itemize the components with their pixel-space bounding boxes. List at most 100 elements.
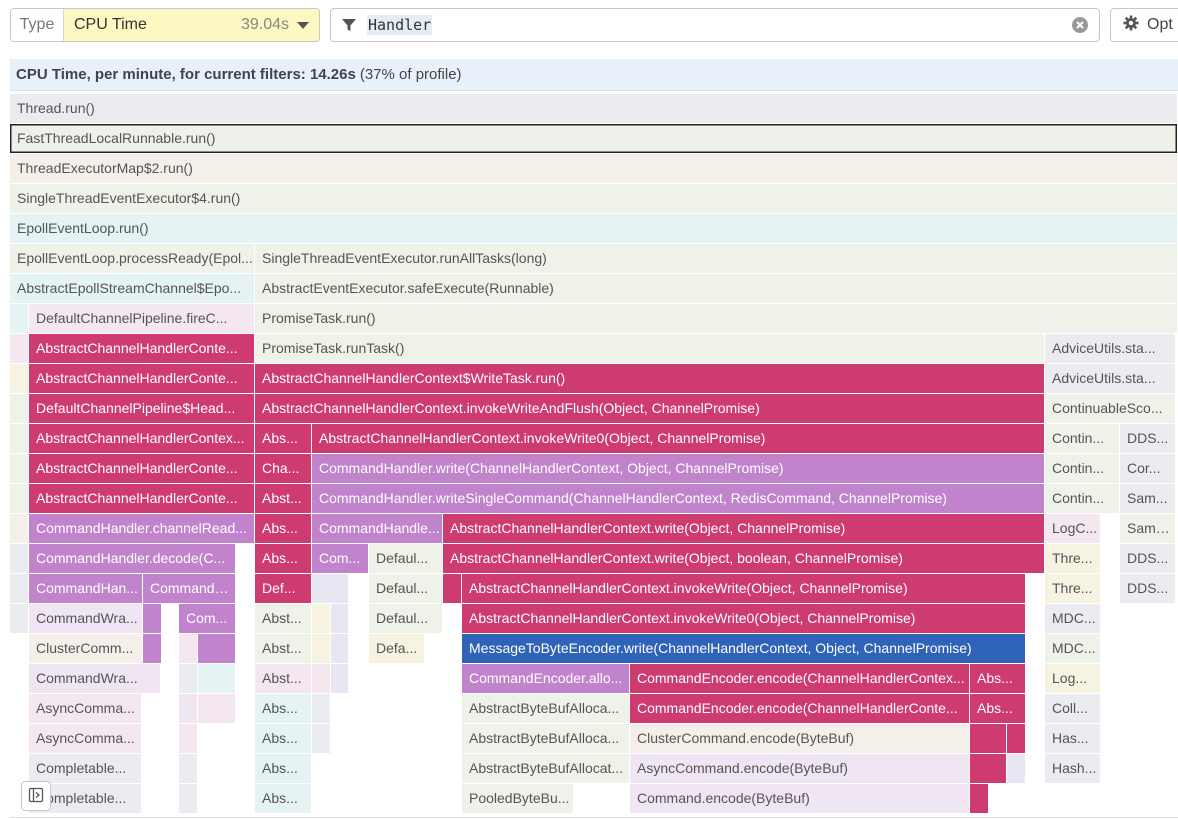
- flame-frame[interactable]: [312, 664, 331, 693]
- flame-frame[interactable]: [198, 664, 236, 693]
- flame-frame[interactable]: AbstractEpollStreamChannel$Epo...: [10, 274, 255, 303]
- type-dropdown[interactable]: CPU Time 39.04s: [64, 9, 319, 41]
- flame-frame[interactable]: EpollEventLoop.run(): [10, 214, 1178, 243]
- flame-frame[interactable]: CommandHandler.decode(C...: [29, 544, 236, 573]
- flame-frame[interactable]: [198, 634, 236, 663]
- clear-icon[interactable]: [1061, 16, 1099, 34]
- flame-frame[interactable]: AbstractChannelHandlerContext.invokeWrit…: [312, 424, 1045, 453]
- flame-frame[interactable]: Samp...: [1120, 514, 1176, 543]
- flame-frame[interactable]: PromiseTask.run(): [255, 304, 1178, 333]
- flame-frame[interactable]: [312, 574, 349, 603]
- flame-frame[interactable]: [970, 724, 1007, 753]
- flame-frame[interactable]: Abs...: [970, 664, 1026, 693]
- flame-frame[interactable]: Abst...: [255, 604, 312, 633]
- flame-frame[interactable]: Com...: [179, 604, 236, 633]
- flame-frame[interactable]: Abs...: [255, 724, 312, 753]
- flame-frame[interactable]: CommandH...: [143, 574, 236, 603]
- flame-frame[interactable]: AbstractByteBufAllocat...: [462, 754, 630, 783]
- flame-frame[interactable]: CommandHandle...: [312, 514, 443, 543]
- flame-frame[interactable]: Thre...: [1045, 574, 1101, 603]
- flame-frame[interactable]: [10, 454, 29, 483]
- flame-frame[interactable]: DefaultChannelPipeline$Head...: [29, 394, 255, 423]
- flame-frame[interactable]: [312, 634, 331, 663]
- flame-frame[interactable]: AdviceUtils.sta...: [1045, 364, 1176, 393]
- flame-frame[interactable]: Abst...: [255, 634, 312, 663]
- flame-frame[interactable]: Contin...: [1045, 484, 1120, 513]
- flame-frame[interactable]: CommandHandler.writeSingleCommand(Channe…: [312, 484, 1045, 513]
- flame-frame[interactable]: Command.encode(ByteBuf): [630, 784, 970, 813]
- flame-frame[interactable]: Abs...: [255, 784, 312, 813]
- filter-text[interactable]: Handler: [367, 15, 1061, 35]
- flame-frame[interactable]: ClusterCommand.encode(ByteBuf): [630, 724, 970, 753]
- flame-frame[interactable]: CommandEncoder.encode(ChannelHandlerCont…: [630, 694, 970, 723]
- flame-frame[interactable]: [179, 724, 198, 753]
- flame-frame[interactable]: [331, 664, 349, 693]
- flame-frame[interactable]: Def...: [255, 574, 312, 603]
- flame-frame[interactable]: [443, 574, 462, 603]
- flame-frame[interactable]: [179, 784, 198, 813]
- flame-frame[interactable]: DefaultChannelPipeline.fireC...: [29, 304, 255, 333]
- flame-frame[interactable]: [10, 364, 29, 393]
- flame-frame[interactable]: CommandWra...: [29, 604, 143, 633]
- flame-frame[interactable]: CommandWra...: [29, 664, 161, 693]
- flame-frame[interactable]: [10, 424, 29, 453]
- flame-frame[interactable]: AsyncComma...: [29, 694, 142, 723]
- flame-frame[interactable]: AbstractChannelHandlerConte...: [29, 484, 255, 513]
- flame-frame[interactable]: Hash...: [1045, 754, 1101, 783]
- flame-frame[interactable]: DDS...: [1120, 424, 1176, 453]
- flame-frame[interactable]: Cor...: [1120, 454, 1176, 483]
- flame-frame[interactable]: [312, 694, 331, 723]
- flame-frame[interactable]: Abs...: [255, 424, 312, 453]
- flame-frame[interactable]: AbstractChannelHandlerContext.write(Obje…: [443, 514, 1045, 543]
- flame-frame[interactable]: AbstractChannelHandlerConte...: [29, 454, 255, 483]
- flame-frame[interactable]: Thre...: [1045, 544, 1101, 573]
- flame-frame[interactable]: [179, 694, 198, 723]
- flame-frame[interactable]: [10, 334, 29, 363]
- flame-frame[interactable]: Abs...: [255, 514, 312, 543]
- flame-frame[interactable]: [10, 544, 29, 573]
- type-selector[interactable]: Type CPU Time 39.04s: [10, 8, 320, 42]
- flame-frame[interactable]: CommandHandler.channelRead...: [29, 514, 255, 543]
- filter-input[interactable]: Handler: [330, 8, 1100, 42]
- flame-frame[interactable]: Defaul...: [369, 544, 443, 573]
- flame-frame[interactable]: [312, 604, 331, 633]
- flame-frame[interactable]: Cha...: [255, 454, 312, 483]
- flame-frame[interactable]: MessageToByteEncoder.write(ChannelHandle…: [462, 634, 1026, 663]
- flame-frame[interactable]: Coll...: [1045, 694, 1101, 723]
- flame-frame[interactable]: [10, 604, 29, 633]
- flame-frame[interactable]: Abs...: [255, 544, 312, 573]
- flame-frame[interactable]: PooledByteBu...: [462, 784, 574, 813]
- flame-frame[interactable]: FastThreadLocalRunnable.run(): [10, 124, 1178, 153]
- flame-frame[interactable]: [179, 664, 198, 693]
- flame-frame[interactable]: Abs...: [255, 694, 312, 723]
- flame-frame[interactable]: Abs...: [970, 694, 1026, 723]
- flame-frame[interactable]: [10, 484, 29, 513]
- flame-frame[interactable]: [312, 724, 331, 753]
- flame-frame[interactable]: DDS...: [1120, 544, 1176, 573]
- flame-frame[interactable]: Abs...: [255, 754, 312, 783]
- flame-frame[interactable]: Contin...: [1045, 424, 1120, 453]
- flame-frame[interactable]: AbstractChannelHandlerContext.invokeWrit…: [462, 574, 1026, 603]
- flame-frame[interactable]: Thread.run(): [10, 94, 1178, 123]
- flame-frame[interactable]: Has...: [1045, 724, 1101, 753]
- flame-frame[interactable]: SingleThreadEventExecutor.runAllTasks(lo…: [255, 244, 1178, 273]
- flame-frame[interactable]: AsyncCommand.encode(ByteBuf): [630, 754, 970, 783]
- flame-frame[interactable]: AbstractChannelHandlerContext.write(Obje…: [443, 544, 1045, 573]
- flame-frame[interactable]: Defaul...: [369, 604, 443, 633]
- flame-frame[interactable]: [10, 304, 29, 333]
- flame-frame[interactable]: [970, 784, 989, 813]
- flame-frame[interactable]: Abst...: [255, 664, 312, 693]
- flame-frame[interactable]: AbstractChannelHandlerContext.invokeWrit…: [255, 394, 1045, 423]
- flame-frame[interactable]: [143, 604, 162, 633]
- flame-frame[interactable]: ContinuableSco...: [1045, 394, 1176, 423]
- flame-frame[interactable]: CommandEncoder.encode(ChannelHandlerCont…: [630, 664, 970, 693]
- flame-frame[interactable]: AbstractChannelHandlerContext.invokeWrit…: [462, 604, 1026, 633]
- flame-frame[interactable]: Sam...: [1120, 484, 1176, 513]
- options-button[interactable]: Opt: [1110, 8, 1178, 42]
- flame-frame[interactable]: Abst...: [255, 484, 312, 513]
- flame-frame[interactable]: MDC...: [1045, 604, 1101, 633]
- flame-frame[interactable]: AdviceUtils.sta...: [1045, 334, 1176, 363]
- flame-frame[interactable]: CommandHandler.write(ChannelHandlerConte…: [312, 454, 1045, 483]
- flame-frame[interactable]: LogC...: [1045, 514, 1101, 543]
- flame-frame[interactable]: [10, 394, 29, 423]
